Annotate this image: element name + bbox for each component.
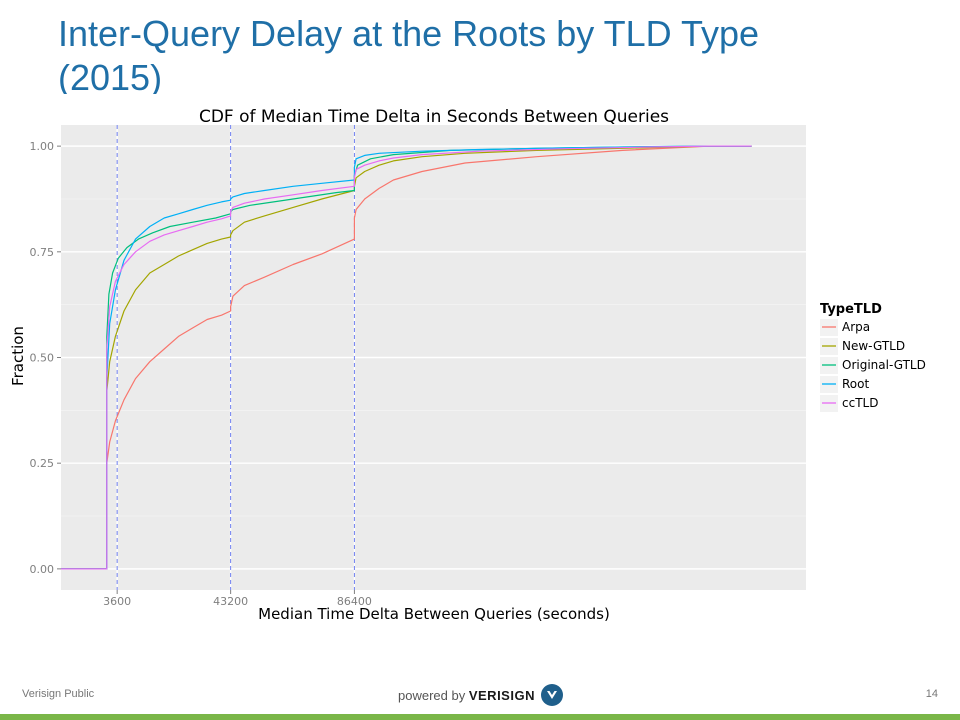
y-tick-label: 0.50 (30, 352, 55, 365)
reference-lines (116, 125, 355, 590)
bottom-accent-bar (0, 714, 960, 720)
brand-prefix: powered by (398, 687, 466, 703)
y-tick-label: 0.75 (30, 246, 55, 259)
page-number: 14 (925, 688, 938, 700)
slide-title: Inter-Query Delay at the Roots by TLD Ty… (58, 13, 759, 94)
brand-text: powered by VERISIGN (398, 688, 535, 703)
x-axis-label: Median Time Delta Between Queries (secon… (258, 605, 610, 623)
legend-label: Arpa (842, 320, 870, 334)
verisign-logo-icon (540, 684, 563, 706)
y-axis-label: Fraction (9, 326, 27, 386)
legend-label: New-GTLD (842, 339, 905, 353)
y-tick-label: 0.25 (30, 457, 55, 470)
brand-name: VERISIGN (468, 687, 535, 703)
series-line-arpa (61, 145, 752, 570)
footer-label: Verisign Public (22, 688, 95, 700)
x-tick-label: 43200 (213, 595, 248, 608)
series-lines (61, 145, 752, 570)
legend-label: Original-GTLD (842, 358, 926, 372)
legend-label: ccTLD (842, 396, 878, 410)
axis-ticks: 0.00 0.25 0.50 0.75 1.00 3600 43200 86400 (30, 140, 372, 608)
series-line-new-gtld (61, 145, 752, 570)
legend-title: TypeTLD (820, 302, 882, 317)
x-tick-label: 86400 (337, 595, 372, 608)
legend-label: Root (842, 377, 869, 391)
y-tick-label: 1.00 (30, 140, 55, 153)
legend: TypeTLD Arpa New-GTLD Original-GTLD Root ccT… (820, 302, 926, 412)
chart-title: CDF of Median Time Delta in Seconds Betw… (199, 107, 669, 127)
series-line-original-gtld (61, 145, 752, 570)
series-line-cctld (61, 145, 752, 570)
y-tick-label: 0.00 (30, 563, 55, 576)
series-line-root (61, 145, 752, 570)
brand-mark: powered by VERISIGN (398, 680, 563, 710)
x-tick-label: 3600 (103, 595, 131, 608)
